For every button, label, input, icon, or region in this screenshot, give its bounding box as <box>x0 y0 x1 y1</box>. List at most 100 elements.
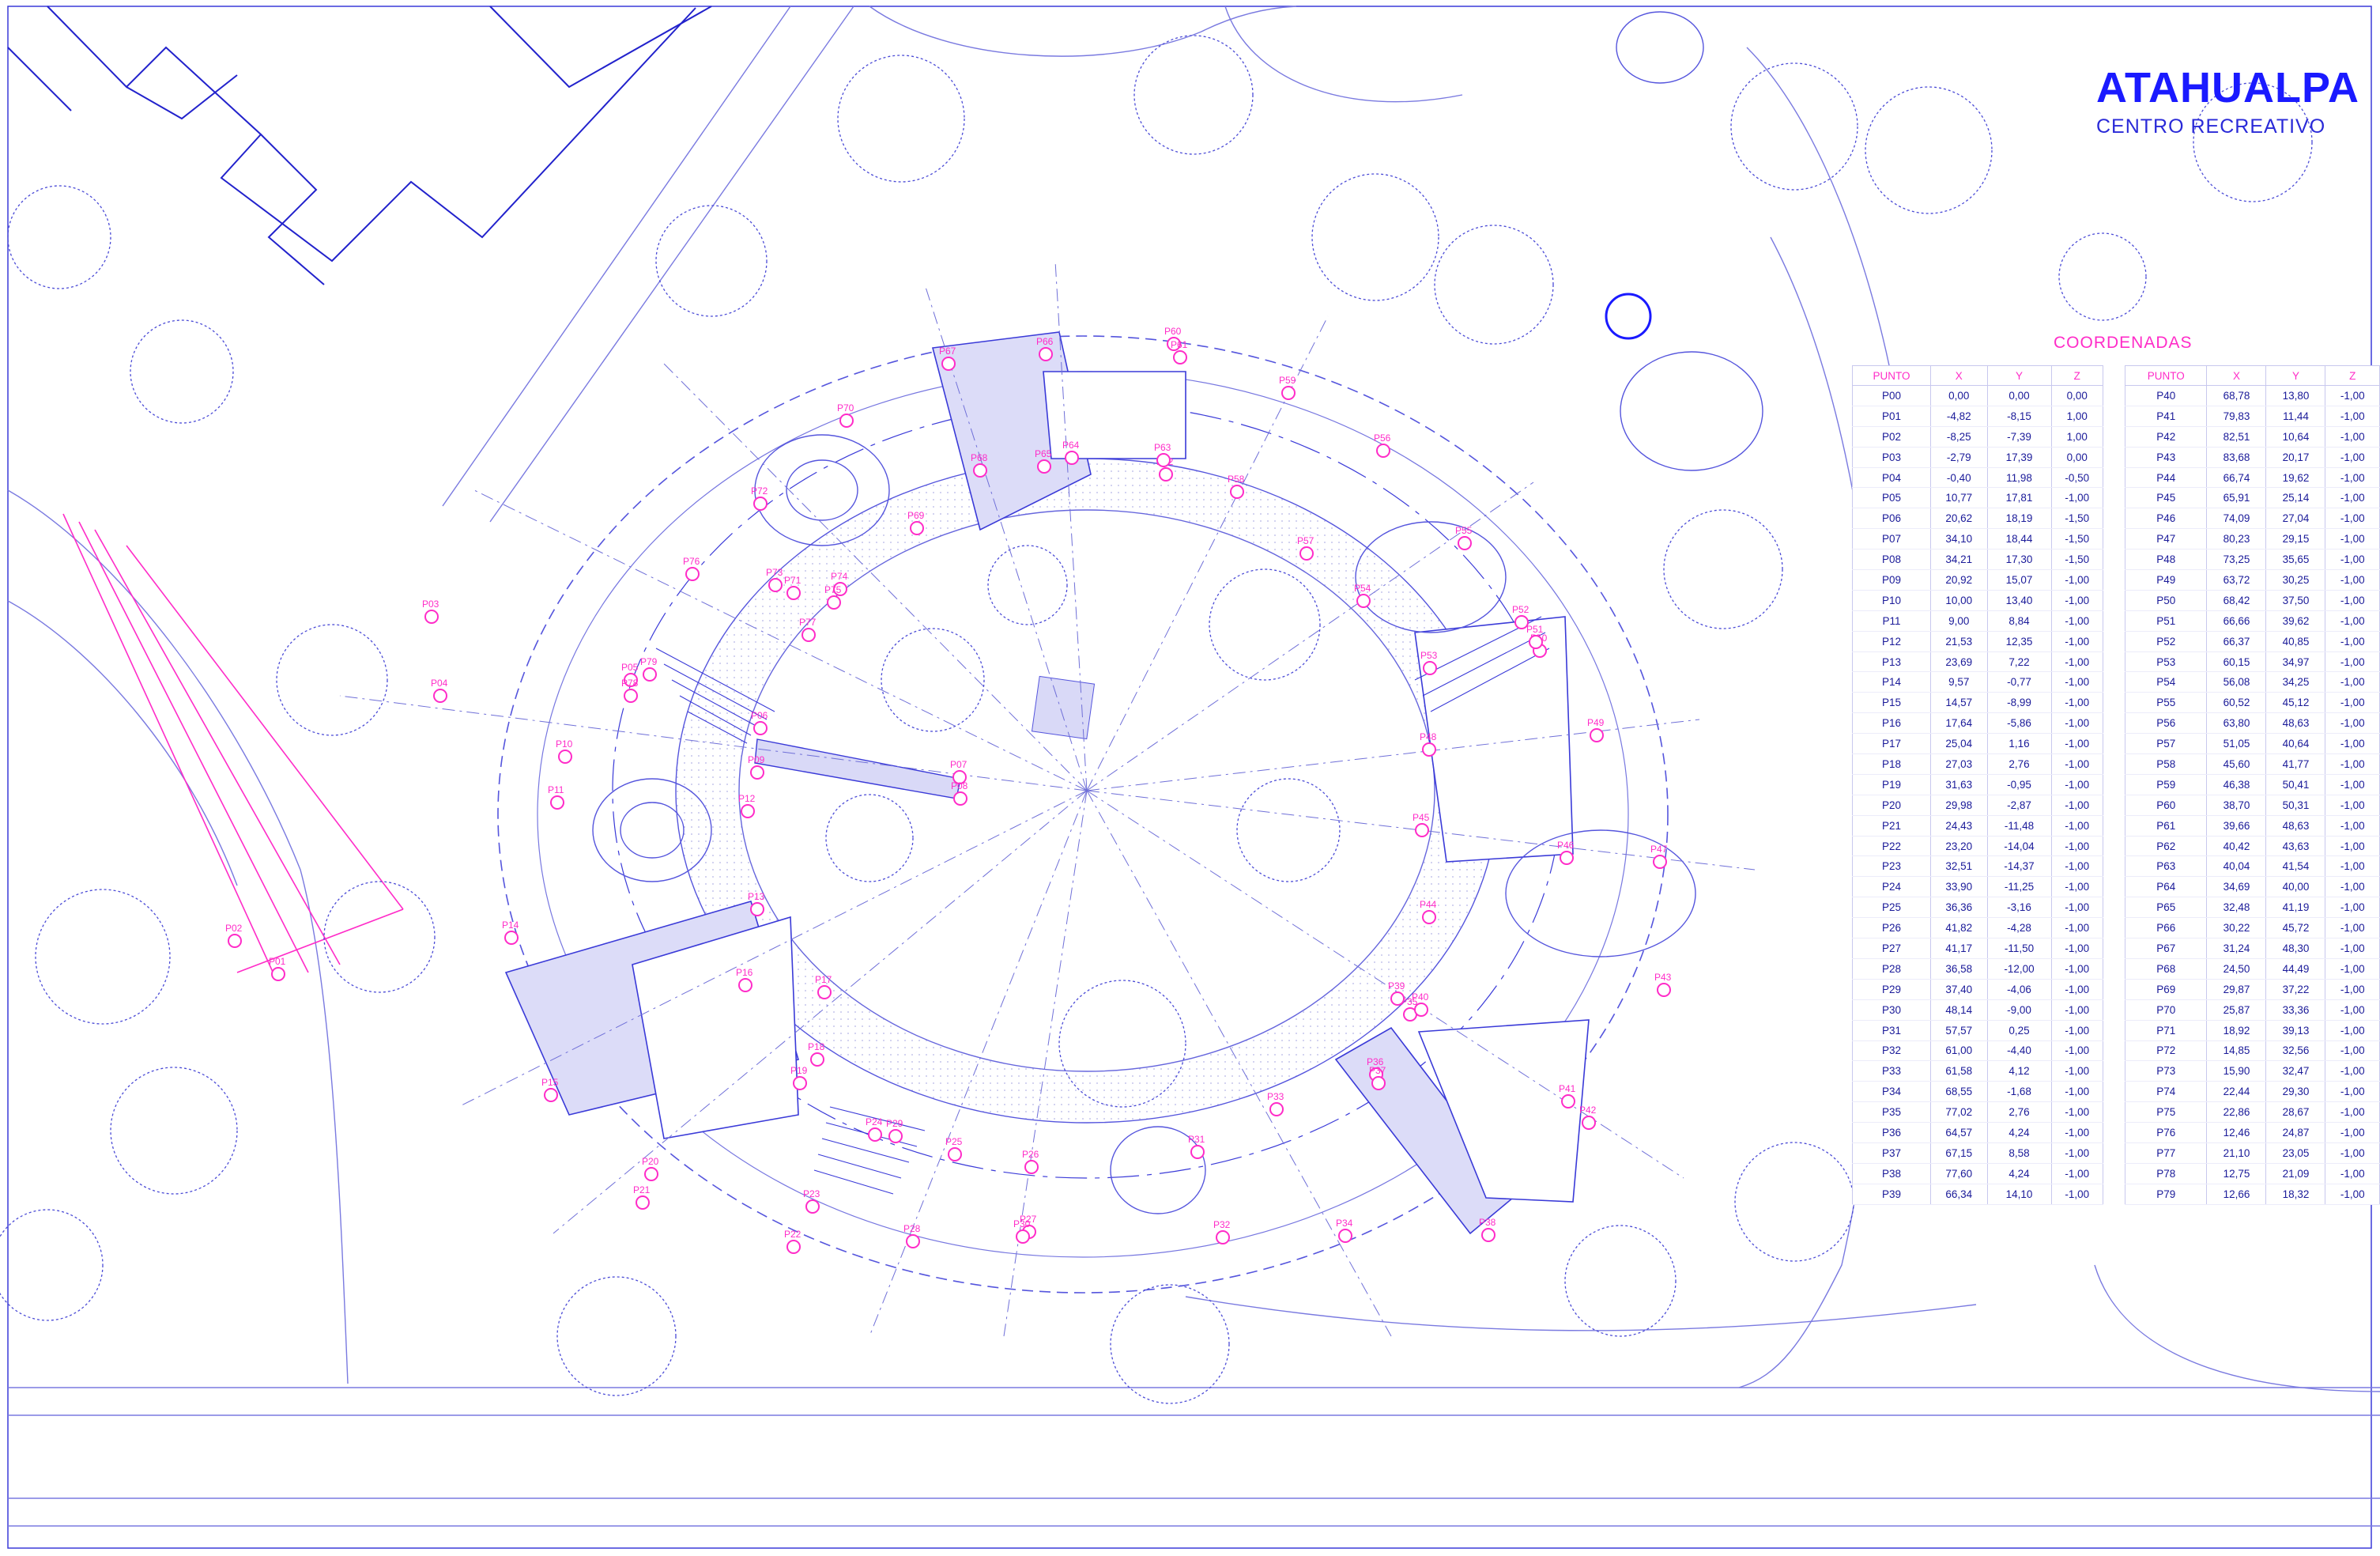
y-value: 39,13 <box>2265 1020 2326 1041</box>
y-value: -14,04 <box>1986 836 2052 857</box>
point-id: P10 <box>1852 590 1931 611</box>
point-id: P34 <box>1852 1081 1931 1103</box>
table-row: P68 24,50 44,49 -1,00 <box>2124 958 2380 980</box>
z-value: -1,00 <box>2325 610 2380 632</box>
survey-point-label: P14 <box>502 920 519 931</box>
y-value: 20,17 <box>2265 447 2326 468</box>
table-row: P42 82,51 10,64 -1,00 <box>2124 426 2380 448</box>
z-value: -1,00 <box>2050 692 2103 714</box>
z-value: 1,00 <box>2050 426 2103 448</box>
table-row: P70 25,87 33,36 -1,00 <box>2124 999 2380 1021</box>
point-id: P22 <box>1852 836 1931 857</box>
point-id: P15 <box>1852 692 1931 714</box>
survey-point-label: P58 <box>1228 474 1245 485</box>
point-id: P16 <box>1852 712 1931 735</box>
y-value: 30,25 <box>2265 569 2326 591</box>
point-id: P49 <box>2124 569 2208 591</box>
survey-point-marker <box>1422 910 1436 924</box>
x-value: 60,52 <box>2206 692 2267 714</box>
table-row: P49 63,72 30,25 -1,00 <box>2124 569 2380 591</box>
table-row: P76 12,46 24,87 -1,00 <box>2124 1122 2380 1143</box>
table-row: P03 -2,79 17,39 0,00 <box>1852 447 2103 468</box>
z-value: -1,00 <box>2325 958 2380 980</box>
table-row: P47 80,23 29,15 -1,00 <box>2124 528 2380 550</box>
y-value: -8,15 <box>1986 406 2052 427</box>
table-row: P64 34,69 40,00 -1,00 <box>2124 876 2380 898</box>
survey-point-marker <box>1356 594 1371 608</box>
survey-point-label: P74 <box>831 571 848 582</box>
survey-point-marker <box>910 521 924 535</box>
y-value: 17,81 <box>1986 487 2052 509</box>
x-value: 27,03 <box>1929 753 1988 775</box>
survey-point-label: P42 <box>1579 1105 1597 1116</box>
y-value: 8,58 <box>1986 1142 2052 1164</box>
point-id: P02 <box>1852 426 1931 448</box>
z-value: -1,50 <box>2050 549 2103 571</box>
point-id: P52 <box>2124 631 2208 652</box>
survey-point-marker <box>636 1195 650 1210</box>
survey-point-marker <box>1156 453 1171 467</box>
pavilions <box>504 331 1590 1235</box>
table-row: P71 18,92 39,13 -1,00 <box>2124 1020 2380 1041</box>
survey-point-label: P12 <box>738 793 756 804</box>
table-row: P13 23,69 7,22 -1,00 <box>1852 651 2103 673</box>
table-row: P20 29,98 -2,87 -1,00 <box>1852 795 2103 816</box>
table-row: P34 68,55 -1,68 -1,00 <box>1852 1081 2103 1103</box>
x-value: 23,69 <box>1929 651 1988 673</box>
survey-point-marker <box>1371 1076 1386 1090</box>
point-id: P23 <box>1852 855 1931 878</box>
survey-point-marker <box>1653 855 1667 869</box>
survey-point-marker <box>504 931 519 945</box>
survey-point-marker <box>741 804 755 818</box>
table-row: P43 83,68 20,17 -1,00 <box>2124 447 2380 468</box>
y-value: 41,19 <box>2265 897 2326 919</box>
survey-point-marker <box>1216 1230 1230 1244</box>
survey-point-label: P60 <box>1164 326 1182 337</box>
z-value: -1,00 <box>2050 753 2103 775</box>
survey-point-label: P56 <box>1374 432 1391 444</box>
y-value: 13,40 <box>1986 590 2052 611</box>
table-row: P11 9,00 8,84 -1,00 <box>1852 610 2103 632</box>
x-value: 10,00 <box>1929 590 1988 611</box>
z-value: -1,00 <box>2325 1020 2380 1041</box>
survey-point-label: P28 <box>903 1223 921 1234</box>
table-row: P22 23,20 -14,04 -1,00 <box>1852 836 2103 857</box>
point-id: P76 <box>2124 1122 2208 1143</box>
table-row: P35 77,02 2,76 -1,00 <box>1852 1101 2103 1124</box>
z-value: -1,00 <box>2050 815 2103 837</box>
y-value: 10,64 <box>2265 426 2326 448</box>
survey-point-label: P26 <box>1022 1149 1039 1160</box>
survey-point-label: P16 <box>736 967 753 978</box>
y-value: 23,05 <box>2265 1142 2326 1164</box>
project-title: ATAHUALPA <box>2096 64 2359 111</box>
survey-point-label: P57 <box>1297 535 1314 546</box>
x-value: 34,69 <box>2206 876 2267 898</box>
y-value: 34,97 <box>2265 651 2326 673</box>
table-row: P54 56,08 34,25 -1,00 <box>2124 671 2380 693</box>
y-value: 43,63 <box>2265 836 2326 857</box>
z-value: -1,00 <box>2325 712 2380 735</box>
survey-point-label: P06 <box>751 710 768 721</box>
x-value: 25,87 <box>2206 999 2267 1021</box>
y-value: 2,76 <box>1986 753 2052 775</box>
y-value: 33,36 <box>2265 999 2326 1021</box>
survey-point-label: P45 <box>1413 812 1430 823</box>
y-value: 13,80 <box>2265 385 2326 406</box>
table-row: P41 79,83 11,44 -1,00 <box>2124 406 2380 427</box>
survey-point-marker <box>786 586 801 600</box>
survey-point-marker <box>1281 386 1296 400</box>
point-id: P56 <box>2124 712 2208 735</box>
table-row: P60 38,70 50,31 -1,00 <box>2124 795 2380 816</box>
survey-point-label: P39 <box>1388 980 1405 991</box>
point-id: P19 <box>1852 774 1931 795</box>
x-value: 21,10 <box>2206 1142 2267 1164</box>
survey-point-label: P24 <box>866 1116 883 1127</box>
survey-point-marker <box>753 721 768 735</box>
x-value: 10,77 <box>1929 487 1988 509</box>
y-value: 32,56 <box>2265 1040 2326 1062</box>
z-value: -1,00 <box>2050 569 2103 591</box>
z-value: -1,00 <box>2325 733 2380 755</box>
survey-point-label: P32 <box>1213 1219 1231 1230</box>
z-value: -1,00 <box>2325 917 2380 939</box>
